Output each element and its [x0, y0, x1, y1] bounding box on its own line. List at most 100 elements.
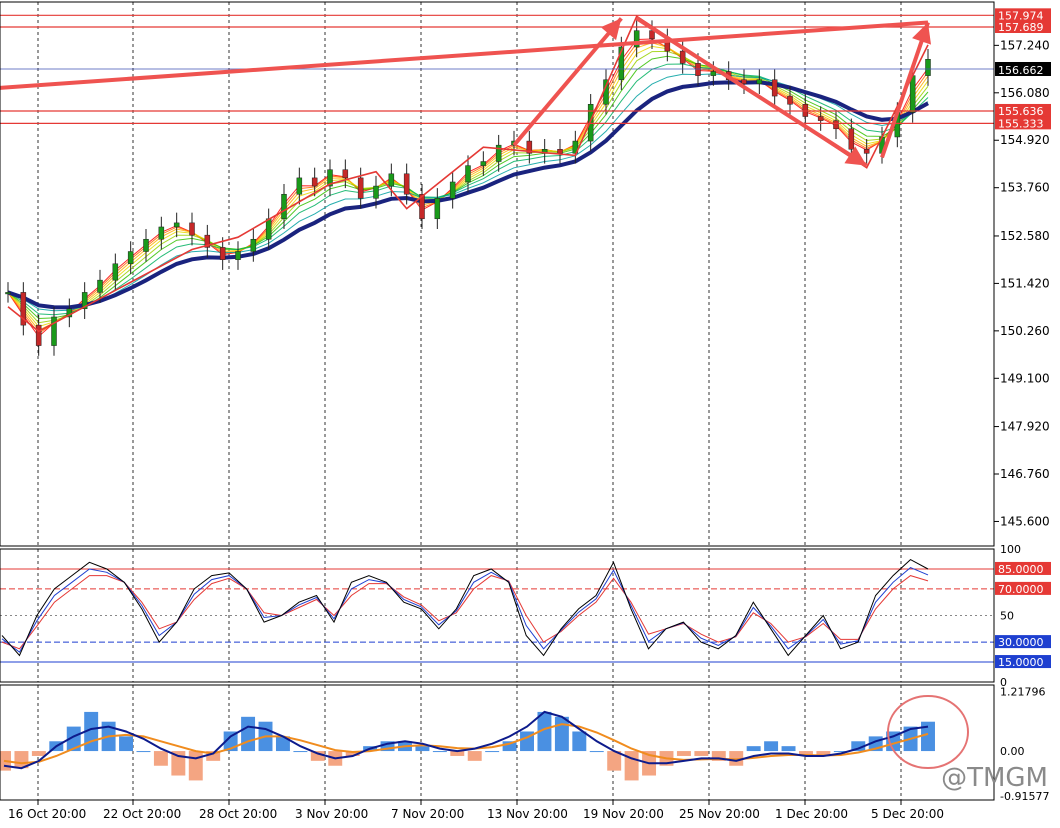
macd-pane[interactable]	[0, 695, 969, 781]
candle[interactable]	[143, 229, 149, 262]
macd-histogram-bar	[851, 741, 866, 752]
candle[interactable]	[311, 167, 318, 197]
stoch-level-tag	[995, 635, 1051, 649]
candle-body	[526, 140, 533, 154]
pane-frame-stoch	[0, 548, 995, 683]
candle-body	[465, 165, 471, 183]
candle[interactable]	[35, 314, 42, 356]
candle[interactable]	[419, 184, 425, 230]
candle[interactable]	[649, 20, 655, 50]
candle[interactable]	[81, 282, 88, 319]
candle[interactable]	[449, 171, 456, 209]
candle[interactable]	[281, 184, 287, 230]
price-level-tag	[995, 103, 1051, 117]
projection-arrow	[0, 20, 929, 90]
candle[interactable]	[787, 85, 793, 115]
candle-body	[863, 148, 870, 154]
stoch-level-label: 85.0000	[998, 563, 1044, 576]
candle[interactable]	[833, 110, 839, 140]
candle[interactable]	[373, 175, 379, 209]
candle-body	[557, 148, 563, 154]
candle[interactable]	[250, 229, 257, 262]
candle[interactable]	[158, 216, 165, 250]
candle-body	[741, 79, 747, 85]
candle[interactable]	[327, 159, 333, 197]
candle-body	[633, 30, 640, 48]
price-y-tick-label: 149.100	[1000, 371, 1050, 385]
candle[interactable]	[235, 241, 241, 270]
candle[interactable]	[756, 69, 763, 95]
candle[interactable]	[342, 159, 349, 189]
candle[interactable]	[204, 224, 211, 258]
candle[interactable]	[434, 188, 441, 230]
candle[interactable]	[97, 269, 103, 303]
price-y-tick-label: 157.240	[1000, 38, 1050, 52]
price-pane[interactable]	[0, 14, 994, 356]
stoch-y-tick-label: 50	[1000, 610, 1014, 623]
candle[interactable]	[219, 237, 226, 270]
candle-body	[204, 234, 211, 248]
x-axis-label: 25 Nov 20:00	[679, 807, 760, 821]
candle[interactable]	[771, 69, 778, 107]
candle[interactable]	[465, 155, 471, 193]
stoch-mid-line	[1, 567, 929, 653]
candle[interactable]	[403, 163, 410, 205]
candle[interactable]	[127, 241, 134, 274]
stochastic-pane[interactable]	[0, 558, 994, 663]
x-axis-label: 13 Nov 20:00	[487, 807, 568, 821]
candle[interactable]	[741, 69, 747, 95]
stoch-level-label: 70.0000	[998, 583, 1044, 596]
price-y-tick-label: 153.760	[1000, 181, 1050, 195]
macd-histogram-bar	[66, 726, 81, 752]
candle[interactable]	[189, 212, 195, 246]
candle[interactable]	[20, 282, 27, 336]
x-axis-label: 3 Nov 20:00	[295, 807, 368, 821]
candle-body	[219, 247, 226, 260]
price-level-tag	[995, 116, 1051, 130]
candle-body	[618, 46, 625, 80]
candle-body	[848, 128, 855, 150]
candle-body	[173, 222, 180, 228]
macd-histogram-bar	[921, 721, 935, 752]
arrow-head	[912, 22, 932, 45]
stoch-y-tick-label: 0	[1000, 676, 1007, 689]
candle[interactable]	[480, 151, 487, 176]
macd-histogram-bar	[31, 751, 46, 756]
macd-histogram-bar	[781, 746, 796, 752]
price-y-tick-label: 147.920	[1000, 420, 1050, 434]
candle-body	[695, 63, 701, 76]
candle[interactable]	[863, 139, 870, 164]
macd-line	[3, 710, 929, 770]
candle-body	[403, 173, 410, 195]
macd-histogram-bar	[136, 751, 151, 753]
candle[interactable]	[296, 167, 303, 205]
candle[interactable]	[5, 282, 11, 303]
candle[interactable]	[587, 94, 594, 152]
macd-histogram-bar	[589, 751, 604, 753]
candle[interactable]	[526, 130, 533, 164]
candle[interactable]	[51, 306, 57, 356]
candle-body	[909, 75, 916, 113]
candle-body	[495, 144, 502, 162]
candle[interactable]	[173, 212, 180, 238]
candle[interactable]	[572, 130, 579, 164]
candle[interactable]	[925, 49, 931, 86]
macd-histogram-bar	[415, 746, 430, 752]
arrow-shaft	[512, 17, 623, 147]
candle[interactable]	[357, 167, 364, 209]
price-y-tick-label: 156.080	[1000, 86, 1050, 100]
x-axis-label: 7 Nov 20:00	[391, 807, 464, 821]
price-y-tick-label: 152.580	[1000, 229, 1050, 243]
x-axis-label: 16 Oct 20:00	[8, 807, 86, 821]
macd-histogram-bar	[153, 751, 168, 766]
candle[interactable]	[112, 253, 119, 291]
candle-body	[756, 79, 763, 85]
candle-body	[311, 177, 318, 187]
macd-histogram-bar	[467, 751, 482, 761]
candle-body	[35, 324, 42, 346]
candle[interactable]	[495, 134, 502, 172]
current-price-tag	[995, 61, 1051, 76]
macd-histogram-bar	[694, 751, 709, 756]
